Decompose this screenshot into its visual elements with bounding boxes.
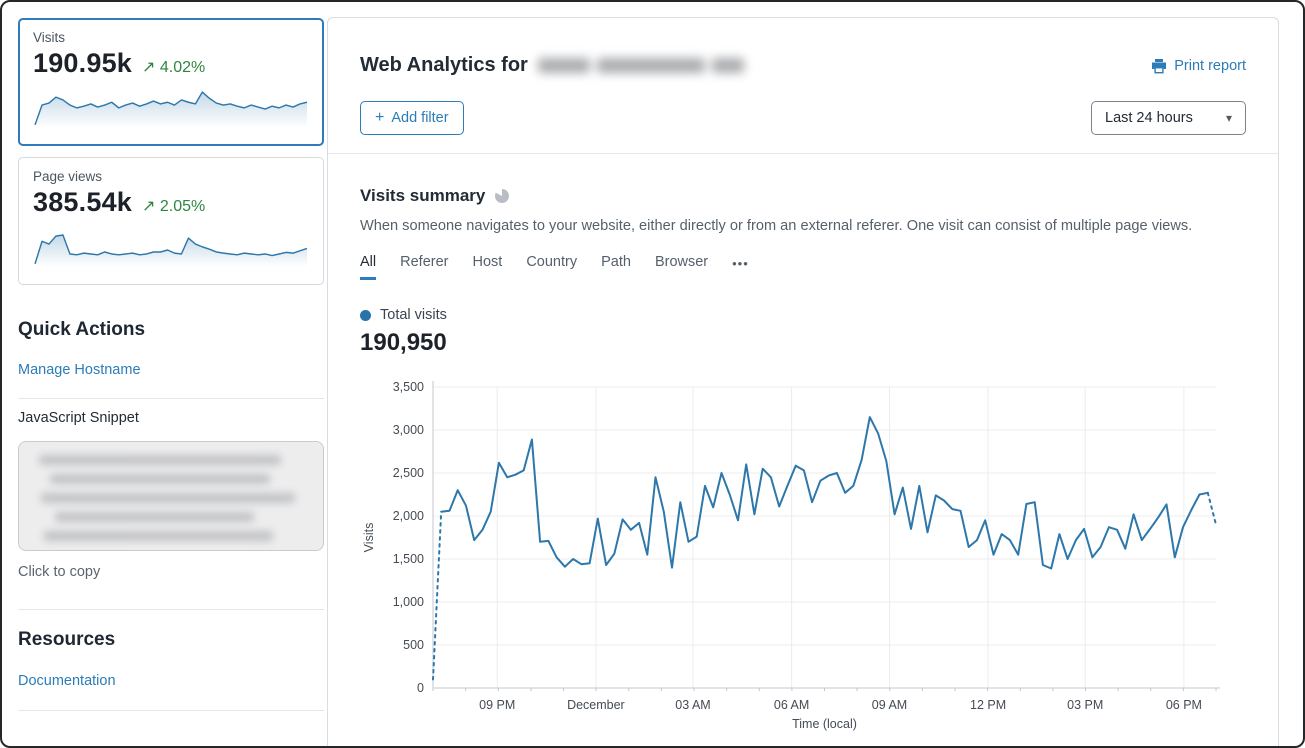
plus-icon: + (375, 109, 385, 126)
pageviews-card-label: Page views (33, 169, 103, 184)
visits-summary-title: Visits summary (360, 186, 486, 205)
svg-text:09 AM: 09 AM (872, 698, 907, 712)
tab-browser[interactable]: Browser (654, 254, 709, 270)
visits-summary-section: Visits summary When someone navigates to… (328, 154, 1278, 746)
main-panel: Web Analytics for Print report + (327, 17, 1279, 746)
blurred-code-line (49, 474, 271, 484)
manage-hostname-link[interactable]: Manage Hostname (18, 362, 141, 378)
sidebar: Visits 190.95k ↗ 4.02% Page views 385.54… (18, 18, 324, 711)
js-snippet-code-box[interactable] (18, 441, 324, 551)
trend-up-icon: ↗ (142, 198, 156, 215)
pie-chart-icon (495, 188, 510, 203)
click-to-copy-hint: Click to copy (18, 564, 101, 580)
visits-metric-card[interactable]: Visits 190.95k ↗ 4.02% (18, 18, 324, 146)
svg-text:December: December (567, 698, 625, 712)
visits-card-label: Visits (33, 30, 66, 45)
legend-label: Total visits (380, 307, 447, 323)
svg-text:500: 500 (403, 638, 424, 652)
resources-heading: Resources (18, 629, 116, 650)
svg-text:Time (local): Time (local) (792, 717, 857, 731)
svg-text:3,000: 3,000 (393, 423, 424, 437)
printer-icon (1152, 58, 1167, 73)
svg-text:0: 0 (417, 681, 424, 695)
time-range-dropdown[interactable]: Last 24 hours ▾ (1091, 101, 1246, 135)
tab-path[interactable]: Path (601, 254, 631, 270)
svg-text:Visits: Visits (362, 523, 376, 553)
blurred-code-line (41, 493, 296, 503)
pageviews-card-value: 385.54k (33, 187, 132, 217)
svg-text:03 PM: 03 PM (1067, 698, 1103, 712)
svg-text:1,500: 1,500 (393, 552, 424, 566)
panel-header: Web Analytics for Print report + (328, 18, 1278, 154)
svg-text:2,000: 2,000 (393, 509, 424, 523)
add-filter-button[interactable]: + Add filter (360, 101, 464, 135)
legend-dot-icon (360, 309, 371, 321)
more-tabs-button[interactable]: ••• (732, 256, 749, 271)
documentation-link[interactable]: Documentation (18, 673, 116, 689)
quick-actions-heading: Quick Actions (18, 319, 146, 340)
svg-text:09 PM: 09 PM (479, 698, 515, 712)
page-title: Web Analytics for (360, 54, 744, 77)
pageviews-card-delta: ↗ 2.05% (142, 198, 206, 215)
pageviews-metric-card[interactable]: Page views 385.54k ↗ 2.05% (18, 157, 324, 285)
svg-text:06 AM: 06 AM (774, 698, 809, 712)
blurred-domain (537, 58, 744, 73)
pageviews-sparkline-chart (34, 234, 308, 267)
blurred-code-line (55, 512, 254, 522)
javascript-snippet-label: JavaScript Snippet (18, 410, 139, 426)
trend-up-icon: ↗ (142, 59, 156, 76)
tab-host[interactable]: Host (472, 254, 503, 270)
svg-text:1,000: 1,000 (393, 595, 424, 609)
visits-summary-description: When someone navigates to your website, … (360, 218, 1193, 234)
dimension-tabs: All Referer Host Country Path Browser ••… (360, 254, 1246, 281)
tab-all[interactable]: All (360, 254, 377, 280)
svg-text:03 AM: 03 AM (675, 698, 710, 712)
svg-text:06 PM: 06 PM (1166, 698, 1202, 712)
chevron-down-icon: ▾ (1225, 111, 1232, 125)
visits-line-chart: 0 500 1,000 1,500 2,000 2,500 3,000 3,500 09 PM D… (362, 380, 1220, 731)
visits-card-delta: ↗ 4.02% (142, 59, 206, 76)
blurred-code-line (44, 531, 274, 541)
print-report-link[interactable]: Print report (1151, 58, 1246, 74)
total-visits-value: 190,950 (360, 329, 447, 356)
visits-sparkline-chart (34, 91, 308, 128)
tab-country[interactable]: Country (526, 254, 578, 270)
tab-referer[interactable]: Referer (400, 254, 449, 270)
svg-text:3,500: 3,500 (393, 380, 424, 394)
visits-card-value: 190.95k (33, 48, 132, 78)
svg-text:12 PM: 12 PM (970, 698, 1006, 712)
svg-text:2,500: 2,500 (393, 466, 424, 480)
blurred-code-line (38, 455, 282, 465)
chart-legend: Total visits (360, 307, 1246, 323)
